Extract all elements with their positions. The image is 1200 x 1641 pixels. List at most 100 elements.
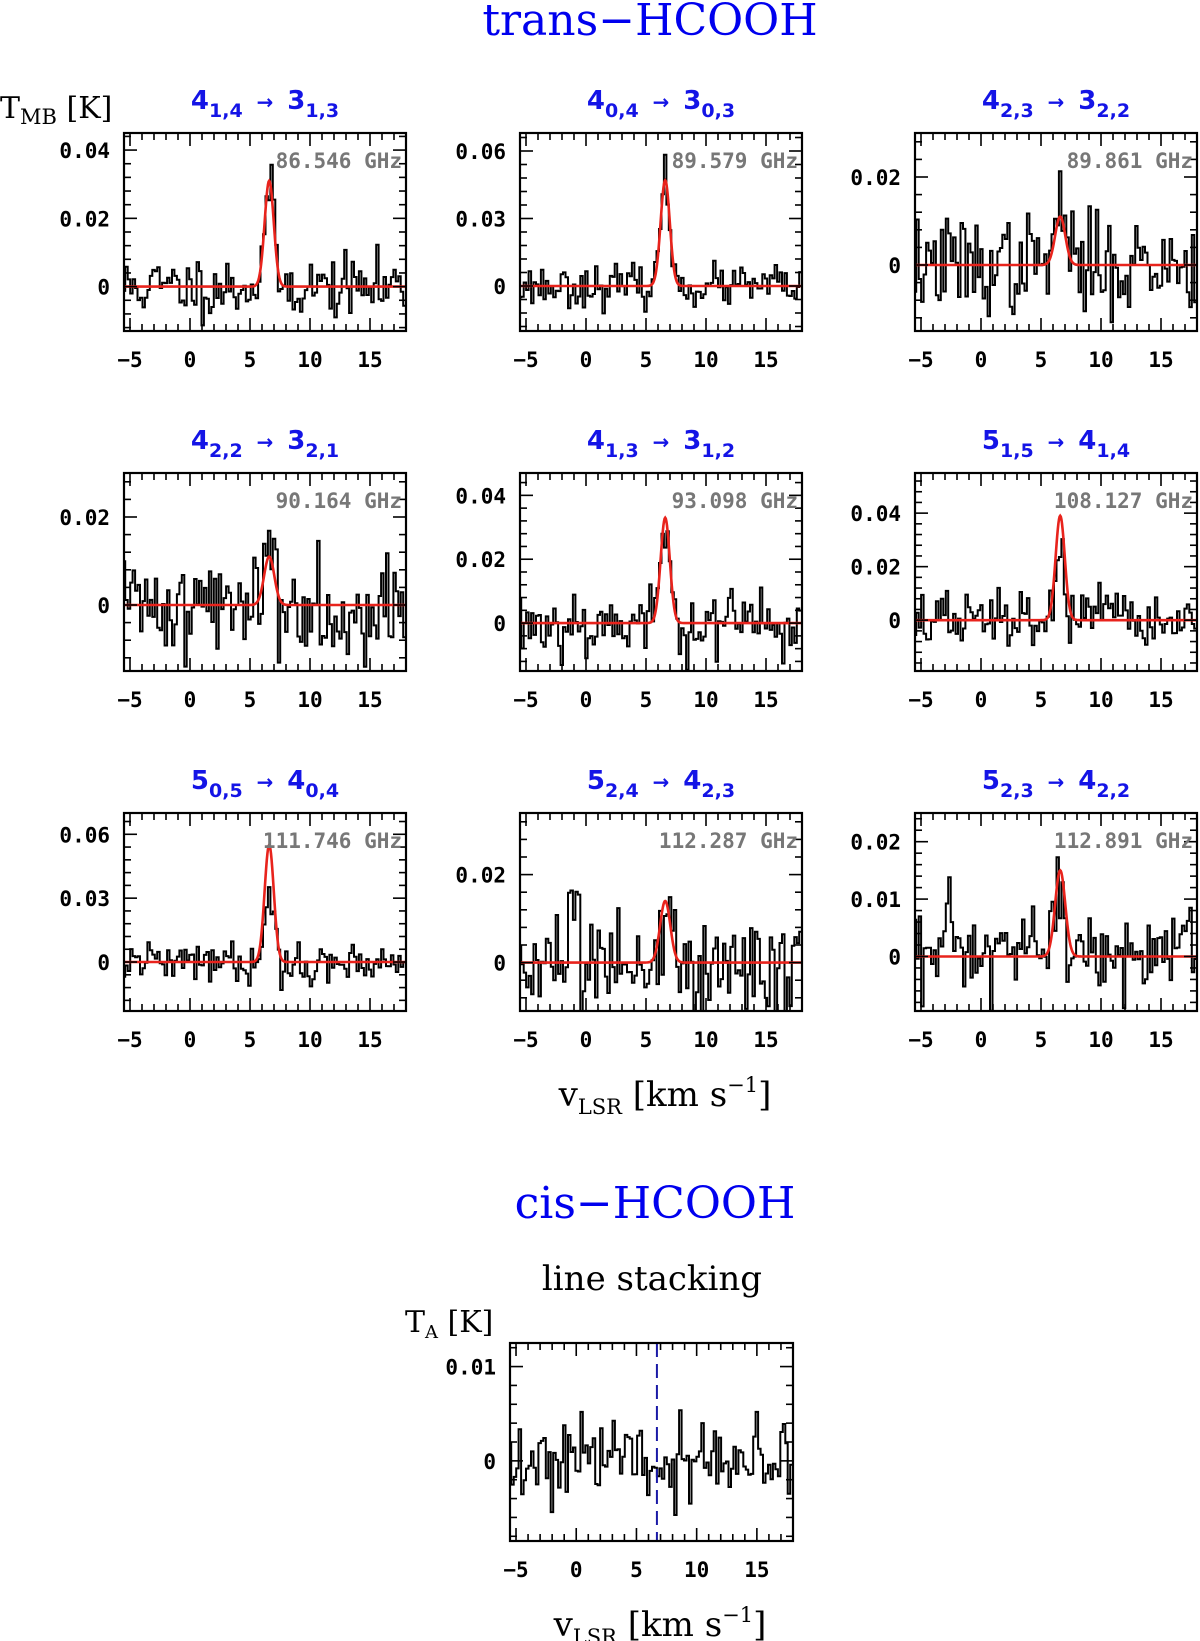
transition-label: 41,3 → 31,2 [587,426,735,462]
x-tick-label: 5 [1035,688,1048,712]
spectrum-line [915,170,1197,324]
stack-title: line stacking [542,1259,762,1299]
x-tick-label: 15 [357,1028,382,1052]
y-axis-label-trans: TMB [K] [0,91,112,129]
y-tick-label: 0.01 [445,1356,496,1380]
x-tick-label: 15 [744,1558,769,1582]
x-tick-label: 5 [640,688,653,712]
transition-label: 42,2 → 32,1 [191,426,339,462]
y-tick-label: 0.02 [850,166,901,190]
y-tick-label: 0.01 [850,888,901,912]
y-tick-label: 0 [97,594,110,618]
x-tick-label: 5 [244,348,257,372]
x-tick-label: 5 [640,1028,653,1052]
gaussian-fit-line [915,868,1197,958]
y-tick-label: 0.04 [850,502,901,526]
x-tick-label: 10 [297,348,322,372]
y-tick-label: 0 [888,945,901,969]
y-tick-label: 0.06 [59,823,110,847]
x-tick-label: 5 [244,688,257,712]
gaussian-fit-line [520,899,802,964]
x-tick-label: 15 [753,348,778,372]
y-tick-label: 0.03 [455,208,506,232]
y-tick-label: 0.02 [455,864,506,888]
y-tick-label: 0.04 [59,139,110,163]
transition-label: 40,4 → 30,3 [587,86,735,122]
transition-label: 51,5 → 41,4 [982,426,1130,462]
x-tick-label: 15 [1148,688,1173,712]
x-tick-label: −5 [503,1558,528,1582]
y-tick-label: 0 [483,1450,496,1474]
x-tick-label: 0 [975,1028,988,1052]
y-axis-label-cis: TA [K] [405,1305,493,1343]
x-tick-label: 15 [1148,348,1173,372]
gaussian-fit-line [124,842,406,964]
panel-3: −5 0 5 10 15 0 0.02 89.861 GHz 42,3 → 32,2 [850,86,1199,372]
panel-1: −5 0 5 10 15 0 0.02 0.04 86.546 GHz 41,4 → 31,3 [59,86,408,372]
gaussian-fit-line [915,215,1197,267]
x-tick-label: 15 [753,688,778,712]
x-tick-label: 10 [693,348,718,372]
y-tick-label: 0.02 [455,548,506,572]
x-tick-label: 0 [975,688,988,712]
x-tick-label: −5 [117,1028,142,1052]
cis-title: cis−HCOOH [515,1178,796,1229]
y-tick-label: 0.02 [850,831,901,855]
y-tick-label: 0.04 [455,484,506,508]
panel-4: −5 0 5 10 15 0 0.02 90.164 GHz 42,2 → 32,1 [59,426,408,712]
frequency-label: 108.127 GHz [1054,489,1193,513]
plot-frame [913,811,1199,1013]
x-tick-label: 10 [693,1028,718,1052]
x-tick-label: 10 [1088,348,1113,372]
panel-5: −5 0 5 10 15 0 0.02 0.04 93.098 GHz 41,3 → 31,2 [455,426,804,712]
x-tick-label: 15 [357,348,382,372]
x-tick-label: 5 [640,348,653,372]
x-tick-label: 5 [630,1558,643,1582]
transition-label: 50,5 → 40,4 [191,766,339,802]
y-tick-label: 0 [493,952,506,976]
frequency-label: 93.098 GHz [672,489,798,513]
x-tick-label: 0 [184,348,197,372]
gaussian-fit-line [915,513,1197,622]
transition-label: 42,3 → 32,2 [982,86,1130,122]
gaussian-fit-line [520,177,802,288]
y-tick-label: 0.02 [59,207,110,231]
x-tick-label: 15 [1148,1028,1173,1052]
gaussian-fit-line [124,178,406,288]
transition-label: 52,3 → 42,2 [982,766,1130,802]
x-tick-label: 10 [1088,1028,1113,1052]
x-axis-label-cis: vLSR [km s−1] [553,1603,767,1641]
x-tick-label: 0 [580,348,593,372]
spectrum-line [510,1409,793,1516]
x-tick-label: −5 [908,348,933,372]
x-tick-label: −5 [117,348,142,372]
transition-label: 52,4 → 42,3 [587,766,735,802]
plot-frame [518,811,804,1013]
y-tick-label: 0.02 [59,506,110,530]
panel-8: −5 0 5 10 15 0 0.02 112.287 GHz 52,4 → 42,3 [455,766,804,1052]
transition-label: 41,4 → 31,3 [191,86,339,122]
x-tick-label: 10 [297,688,322,712]
x-tick-label: 15 [357,688,382,712]
spectrum-line [124,163,406,327]
panel-10: −5 0 5 10 15 0 0.01 [445,1341,795,1582]
frequency-label: 89.579 GHz [672,149,798,173]
y-tick-label: 0.06 [455,140,506,164]
x-tick-label: 0 [580,688,593,712]
x-tick-label: −5 [513,688,538,712]
x-tick-label: 0 [580,1028,593,1052]
x-tick-label: 15 [753,1028,778,1052]
x-tick-label: 0 [975,348,988,372]
frequency-label: 112.287 GHz [659,829,798,853]
x-tick-label: 10 [684,1558,709,1582]
plot-frame [913,471,1199,673]
y-tick-label: 0 [493,275,506,299]
x-tick-label: 10 [1088,688,1113,712]
x-tick-label: 5 [244,1028,257,1052]
gaussian-fit-line [520,515,802,625]
trans-title: trans−HCOOH [482,0,817,46]
panel-6: −5 0 5 10 15 0 0.02 0.04 108.127 GHz 51,5 → 41,4 [850,426,1199,712]
frequency-label: 90.164 GHz [276,489,402,513]
panel-9: −5 0 5 10 15 0 0.01 0.02 112.891 GHz 52,3 → 42,2 [850,766,1199,1052]
